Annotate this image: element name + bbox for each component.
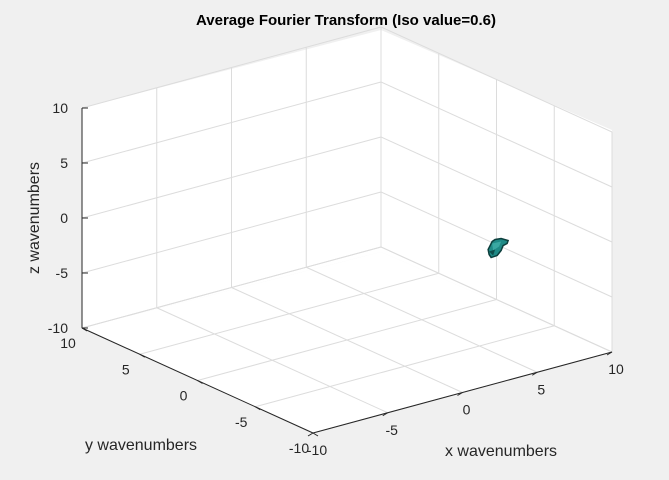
grid-line-z-back <box>81 26 382 109</box>
x-tick-mark <box>382 412 389 417</box>
isosurface-shadow <box>489 249 496 256</box>
grid-line-floor-y <box>255 325 555 408</box>
grid-line-floor-y <box>139 272 439 355</box>
grid-line-z-back <box>81 136 382 219</box>
y-tick-mark <box>139 353 146 358</box>
grid-line-z-back <box>81 191 382 274</box>
isosurface-highlight <box>492 241 502 251</box>
axis-lines <box>81 107 613 437</box>
x-tick-label: 0 <box>463 402 471 418</box>
z-axis-label: z wavenumbers <box>26 162 43 274</box>
z-tick-label: -10 <box>48 320 68 336</box>
y-tick-label: 5 <box>122 361 130 377</box>
y-tick-label: -5 <box>235 414 248 430</box>
back-panels <box>82 30 612 433</box>
grid-line-z-side <box>380 26 613 133</box>
x-tick-label: 10 <box>608 361 624 377</box>
x-tick-label: -10 <box>307 442 327 458</box>
y-tick-mark <box>312 432 319 437</box>
isosurface-blob <box>487 237 510 259</box>
grid-line-z-side <box>380 81 613 188</box>
y-tick-label: -10 <box>289 440 309 456</box>
x-tick-mark <box>606 351 613 356</box>
x-tick-mark <box>457 392 463 396</box>
y-tick-label: 0 <box>180 388 188 404</box>
chart-title: Average Fourier Transform (Iso value=0.6… <box>196 12 496 29</box>
z-tick-label: 10 <box>52 100 68 116</box>
y-tick-label: 10 <box>60 335 76 351</box>
x-tick-mark <box>307 432 314 437</box>
grid-line-z-back <box>81 246 382 329</box>
y-tick-mark <box>254 406 261 411</box>
x-axis-label: x wavenumbers <box>445 443 557 460</box>
z-tick-label: -5 <box>56 265 69 281</box>
grid-line-z-side <box>380 136 613 243</box>
grid-line-floor-y <box>197 299 497 381</box>
x-tick-label: 5 <box>537 381 545 397</box>
z-tick-label: 0 <box>60 210 68 226</box>
z-tick-label: 5 <box>60 155 68 171</box>
x-tick-mark <box>531 371 538 376</box>
x-tick-label: -5 <box>386 422 399 438</box>
grid-line-z-side <box>380 246 613 353</box>
grid-line-z-back <box>81 81 382 164</box>
y-axis-label: y wavenumbers <box>85 437 197 454</box>
y-tick-mark <box>197 380 203 384</box>
